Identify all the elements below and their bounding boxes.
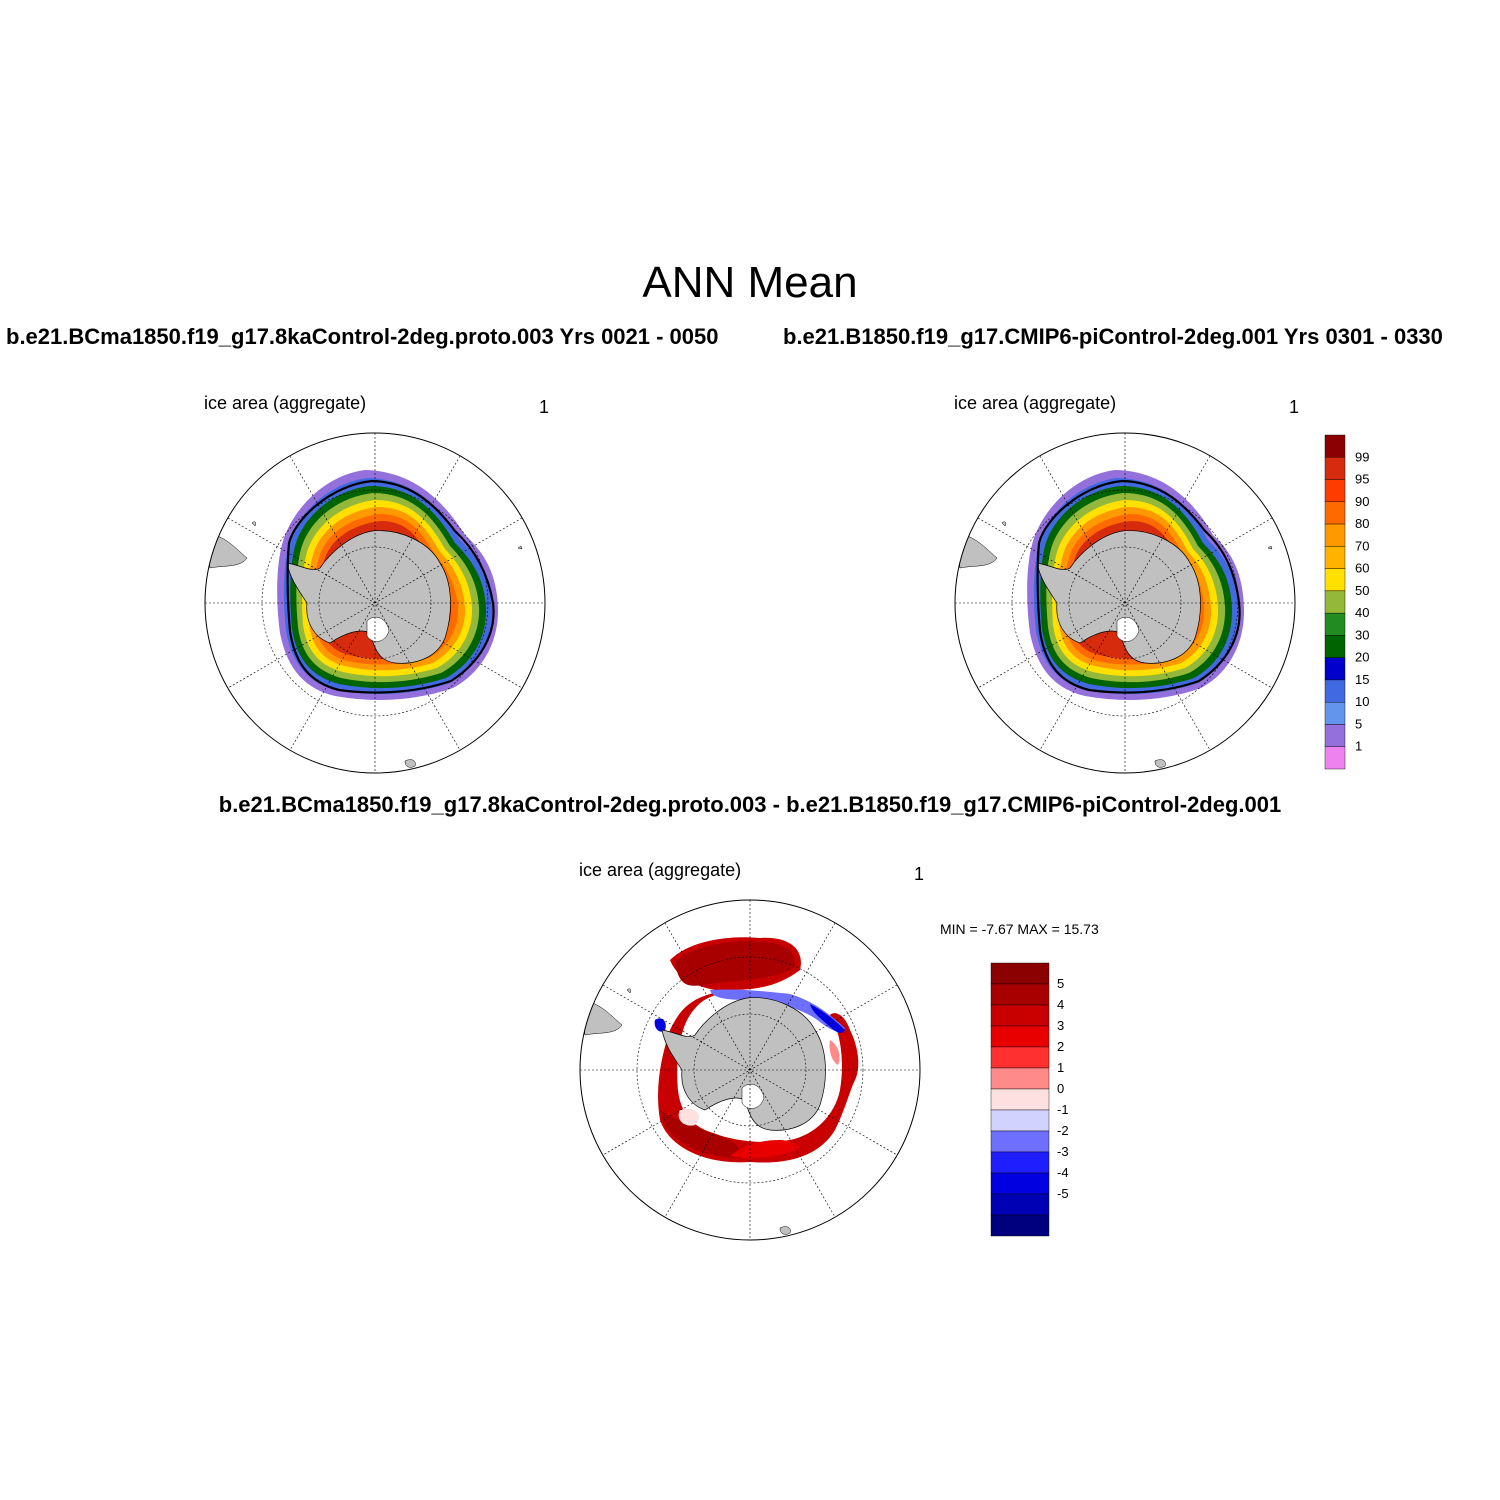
case2-units-label: 1: [1289, 397, 1300, 417]
concentration-colorbar-swatch: [1324, 724, 1346, 747]
difference-colorbar-swatch: [990, 962, 1050, 985]
concentration-colorbar-swatch: [1324, 679, 1346, 703]
concentration-colorbar-label: 95: [1355, 472, 1369, 487]
difference-colorbar-swatch: [990, 1172, 1050, 1195]
case2-heading: b.e21.B1850.f19_g17.CMIP6-piControl-2deg…: [783, 324, 1443, 349]
case2-ice-edge-contour: [1036, 479, 1241, 694]
difference-colorbar-label: -1: [1057, 1102, 1069, 1117]
case1-ice-edge-contour: [286, 479, 495, 694]
difference-colorbar-swatch: [990, 983, 1050, 1006]
concentration-colorbar-swatch: [1324, 523, 1346, 547]
difference-colorbar-swatch: [990, 1004, 1050, 1027]
difference-colorbar-swatch: [990, 1193, 1050, 1216]
difference-colorbar-label: 1: [1057, 1060, 1064, 1075]
concentration-colorbar-swatch: [1324, 501, 1346, 525]
concentration-colorbar-label: 5: [1355, 716, 1362, 731]
case1-variable-label: ice area (aggregate): [204, 393, 367, 413]
concentration-colorbar-label: 70: [1355, 538, 1369, 553]
case1-units-label: 1: [539, 397, 550, 417]
concentration-colorbar-label: 20: [1355, 650, 1369, 665]
diff-units-label: 1: [914, 864, 925, 884]
case2-variable-label: ice area (aggregate): [954, 393, 1117, 413]
concentration-colorbar-label: 99: [1355, 449, 1369, 464]
difference-colorbar-swatch: [990, 1046, 1050, 1069]
concentration-colorbar-label: 30: [1355, 627, 1369, 642]
diff-polar-map: [579, 899, 921, 1241]
concentration-colorbar-label: 80: [1355, 516, 1369, 531]
diff-heading: b.e21.BCma1850.f19_g17.8kaControl-2deg.p…: [218, 792, 1282, 817]
concentration-colorbar-swatch: [1324, 434, 1346, 458]
concentration-colorbar-label: 15: [1355, 672, 1369, 687]
difference-colorbar-swatch: [990, 1214, 1050, 1237]
difference-colorbar-swatch: [990, 1067, 1050, 1090]
diff-min-max-label: MIN = -7.67 MAX = 15.73: [940, 921, 1099, 937]
difference-colorbar: 5 4 3 2 1 0 -1 -2 -3 -4 -5: [990, 962, 1069, 1237]
concentration-colorbar-label: 50: [1355, 583, 1369, 598]
difference-colorbar-swatch: [990, 1025, 1050, 1048]
concentration-colorbar-label: 40: [1355, 605, 1369, 620]
difference-colorbar-swatch: [990, 1151, 1050, 1174]
figure-title: ANN Mean: [642, 258, 858, 307]
case1-heading: b.e21.BCma1850.f19_g17.8kaControl-2deg.p…: [6, 324, 719, 349]
difference-colorbar-swatch: [990, 1109, 1050, 1132]
concentration-colorbar-swatch: [1324, 746, 1346, 770]
concentration-colorbar-swatch: [1324, 546, 1346, 569]
case1-polar-map: [204, 432, 546, 774]
difference-colorbar-label: -3: [1057, 1144, 1069, 1159]
diff-variable-label: ice area (aggregate): [579, 860, 742, 880]
concentration-colorbar-label: 1: [1355, 739, 1362, 754]
concentration-colorbar-swatch: [1324, 590, 1346, 614]
difference-colorbar-label: -4: [1057, 1165, 1069, 1180]
concentration-colorbar: 99 95 90 80 70 60 50 40 30 20 15 10 5 1: [1324, 434, 1369, 770]
case2-polar-map: [954, 432, 1296, 774]
difference-colorbar-label: -2: [1057, 1123, 1069, 1138]
concentration-colorbar-label: 10: [1355, 694, 1369, 709]
difference-colorbar-swatch: [990, 1130, 1050, 1153]
difference-colorbar-label: 5: [1057, 976, 1064, 991]
concentration-colorbar-swatch: [1324, 479, 1346, 502]
difference-colorbar-label: -5: [1057, 1186, 1069, 1201]
concentration-colorbar-swatch: [1324, 702, 1346, 725]
difference-colorbar-label: 4: [1057, 997, 1064, 1012]
concentration-colorbar-swatch: [1324, 657, 1346, 681]
concentration-colorbar-swatch: [1324, 457, 1346, 480]
concentration-colorbar-label: 60: [1355, 561, 1369, 576]
concentration-colorbar-swatch: [1324, 635, 1346, 658]
concentration-colorbar-swatch: [1324, 612, 1346, 636]
difference-colorbar-label: 2: [1057, 1039, 1064, 1054]
difference-colorbar-label: 0: [1057, 1081, 1064, 1096]
concentration-colorbar-swatch: [1324, 568, 1346, 592]
concentration-colorbar-label: 90: [1355, 494, 1369, 509]
diff-anomaly-field: [654, 937, 859, 1163]
difference-colorbar-label: 3: [1057, 1018, 1064, 1033]
difference-colorbar-swatch: [990, 1088, 1050, 1111]
